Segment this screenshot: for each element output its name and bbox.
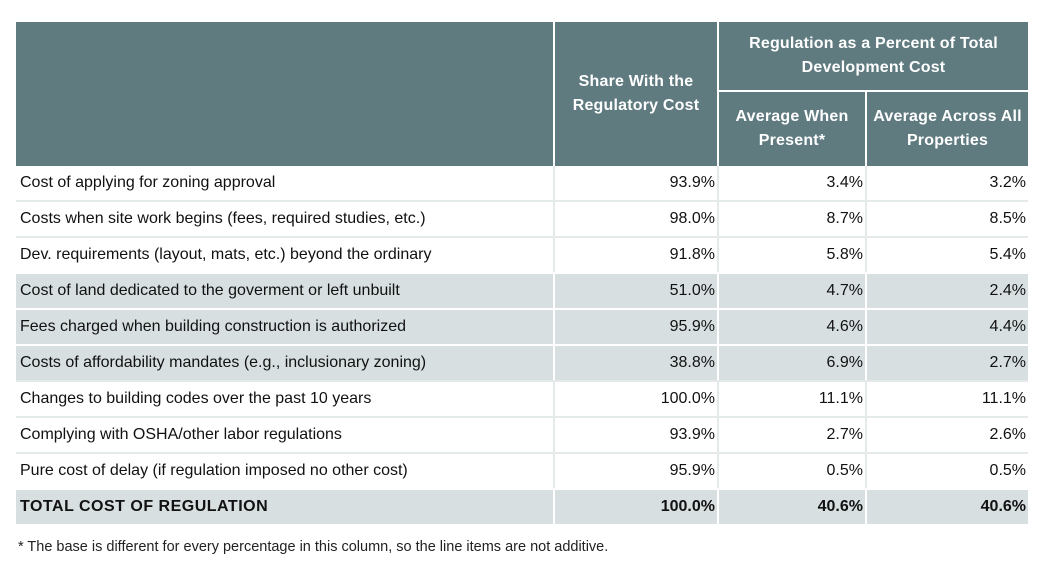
row-avg-all: 0.5% [865, 452, 1029, 488]
table-row: Fees charged when building construction … [16, 308, 1029, 344]
row-avg-present: 4.6% [717, 308, 865, 344]
row-label: Cost of land dedicated to the goverment … [16, 272, 553, 308]
regulation-cost-table-container: Share With the Regulatory Cost Regulatio… [16, 22, 1029, 524]
row-avg-present: 5.8% [717, 236, 865, 272]
row-share: 91.8% [553, 236, 717, 272]
row-label: Fees charged when building construction … [16, 308, 553, 344]
row-avg-all: 11.1% [865, 380, 1029, 416]
row-avg-all: 5.4% [865, 236, 1029, 272]
table-row: Costs of affordability mandates (e.g., i… [16, 344, 1029, 380]
row-share: 93.9% [553, 416, 717, 452]
header-avg-when-present: Average When Present* [717, 90, 865, 166]
row-avg-present: 4.7% [717, 272, 865, 308]
row-share: 100.0% [553, 380, 717, 416]
row-label: Pure cost of delay (if regulation impose… [16, 452, 553, 488]
total-avg-all: 40.6% [865, 488, 1029, 524]
row-label: Costs when site work begins (fees, requi… [16, 200, 553, 236]
regulation-cost-table: Share With the Regulatory Cost Regulatio… [16, 22, 1029, 524]
row-avg-all: 8.5% [865, 200, 1029, 236]
row-avg-present: 8.7% [717, 200, 865, 236]
row-share: 98.0% [553, 200, 717, 236]
row-avg-all: 2.4% [865, 272, 1029, 308]
row-label: Cost of applying for zoning approval [20, 174, 276, 191]
row-share: 93.9% [553, 166, 717, 200]
header-group-regulation-percent: Regulation as a Percent of Total Develop… [717, 22, 1029, 90]
row-avg-present: 11.1% [717, 380, 865, 416]
header-share: Share With the Regulatory Cost [553, 22, 717, 166]
table-row: Cost of land dedicated to the goverment … [16, 272, 1029, 308]
row-share: 95.9% [553, 452, 717, 488]
row-share: 95.9% [553, 308, 717, 344]
row-avg-all: 4.4% [865, 308, 1029, 344]
table-row: Changes to building codes over the past … [16, 380, 1029, 416]
row-avg-present: 6.9% [717, 344, 865, 380]
row-avg-present: 3.4% [717, 166, 865, 200]
row-label: Dev. requirements (layout, mats, etc.) b… [16, 236, 553, 272]
table-row: Cost of applying for zoning approval 93.… [16, 166, 1028, 200]
row-share: 51.0% [553, 272, 717, 308]
table-row: Complying with OSHA/other labor regulati… [16, 416, 1029, 452]
total-row: TOTAL COST OF REGULATION 100.0% 40.6% 40… [16, 488, 1029, 524]
row-avg-present: 2.7% [717, 416, 865, 452]
table-row: Dev. requirements (layout, mats, etc.) b… [16, 236, 1029, 272]
row-avg-present: 0.5% [717, 452, 865, 488]
row-label: Complying with OSHA/other labor regulati… [16, 416, 553, 452]
header-blank-cell [16, 22, 553, 166]
row-label: Costs of affordability mandates (e.g., i… [16, 344, 553, 380]
row-avg-all: 2.6% [865, 416, 1029, 452]
header-avg-all-properties: Average Across All Properties [865, 90, 1029, 166]
table-row: Pure cost of delay (if regulation impose… [16, 452, 1029, 488]
row-label: Changes to building codes over the past … [16, 380, 553, 416]
table-row: Costs when site work begins (fees, requi… [16, 200, 1029, 236]
total-label: TOTAL COST OF REGULATION [16, 488, 553, 524]
row-avg-all: 2.7% [865, 344, 1029, 380]
row-share: 38.8% [553, 344, 717, 380]
footnote: * The base is different for every percen… [18, 539, 609, 555]
total-avg-present: 40.6% [717, 488, 865, 524]
total-share: 100.0% [553, 488, 717, 524]
row-avg-all: 3.2% [865, 166, 1028, 200]
